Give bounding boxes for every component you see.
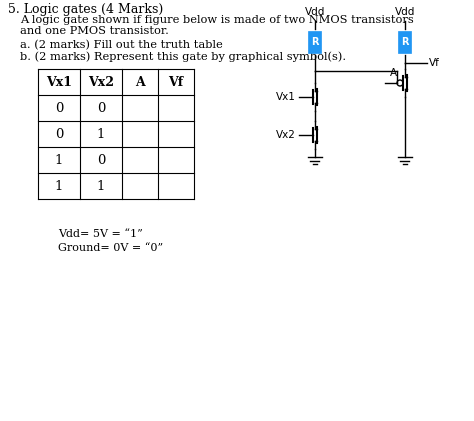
Text: 1: 1 (97, 179, 105, 192)
Text: Vdd: Vdd (305, 7, 325, 17)
Text: 0: 0 (97, 154, 105, 166)
Text: R: R (401, 37, 409, 47)
Text: 0: 0 (97, 101, 105, 115)
Text: and one PMOS transistor.: and one PMOS transistor. (20, 26, 169, 36)
Text: 1: 1 (55, 154, 63, 166)
Text: 1: 1 (55, 179, 63, 192)
Text: b. (2 marks) Represent this gate by graphical symbol(s).: b. (2 marks) Represent this gate by grap… (20, 51, 346, 61)
Text: 1: 1 (97, 128, 105, 141)
Text: a. (2 marks) Fill out the truth table: a. (2 marks) Fill out the truth table (20, 40, 223, 51)
Text: 5. Logic gates (4 Marks): 5. Logic gates (4 Marks) (8, 3, 163, 16)
Text: 0: 0 (55, 128, 63, 141)
Text: Vf: Vf (168, 75, 183, 88)
Bar (309, 31, 321, 53)
Text: 0: 0 (55, 101, 63, 115)
Text: Vdd= 5V = “1”: Vdd= 5V = “1” (58, 229, 143, 239)
Text: Vx1: Vx1 (46, 75, 72, 88)
Bar (399, 31, 411, 53)
Text: R: R (311, 37, 319, 47)
Text: Vx2: Vx2 (276, 130, 296, 140)
Text: Vx1: Vx1 (276, 92, 296, 102)
Text: Vx2: Vx2 (88, 75, 114, 88)
Text: Ground= 0V = “0”: Ground= 0V = “0” (58, 243, 163, 253)
Text: A: A (135, 75, 145, 88)
Text: Vdd: Vdd (395, 7, 415, 17)
Text: Vf: Vf (429, 58, 440, 68)
Text: A logic gate shown if figure below is made of two NMOS transistors: A logic gate shown if figure below is ma… (20, 15, 414, 25)
Text: A: A (390, 68, 397, 78)
